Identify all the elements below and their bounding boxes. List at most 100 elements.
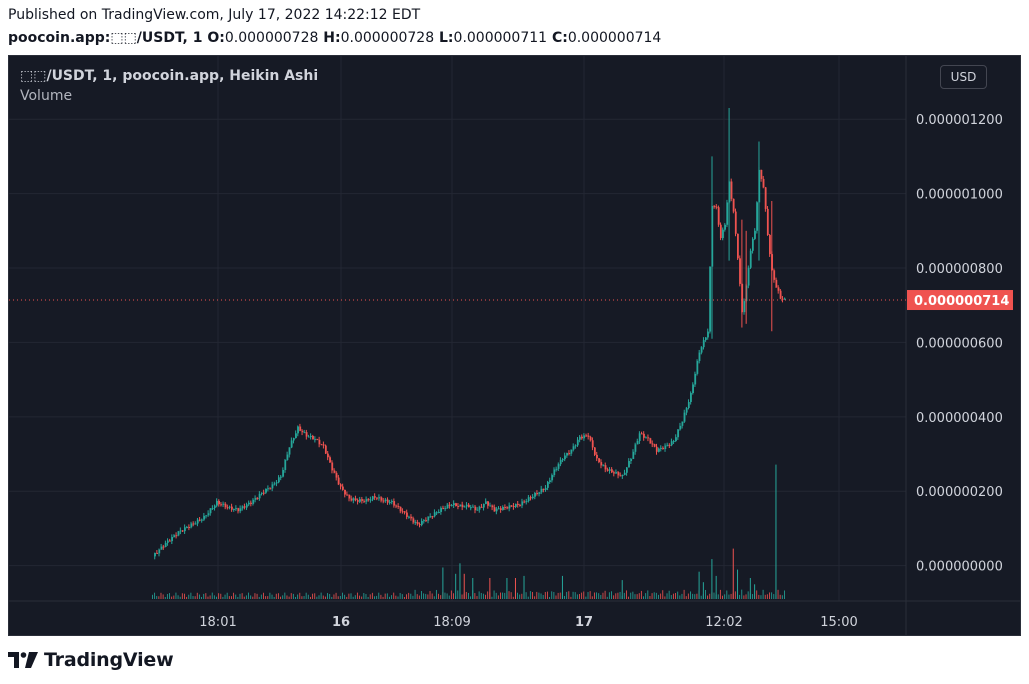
candle-body — [297, 426, 299, 434]
volume-bar — [382, 596, 384, 599]
candle-body — [630, 458, 633, 462]
candle-body — [504, 506, 507, 508]
volume-bar — [196, 592, 198, 599]
volume-bar — [717, 594, 719, 599]
candle-body — [397, 506, 400, 508]
volume-bar — [386, 593, 388, 599]
candle-body — [568, 453, 571, 455]
time-tick-label: 16 — [332, 615, 350, 630]
volume-bar — [660, 593, 662, 599]
candle-body — [194, 523, 197, 525]
candle-body — [769, 234, 771, 255]
volume-bar — [269, 592, 271, 599]
last-price-tag — [907, 290, 1013, 311]
volume-bar — [438, 593, 440, 599]
candle-body — [534, 493, 536, 497]
candle-body — [162, 546, 165, 548]
volume-spike — [561, 575, 563, 599]
candle-body — [190, 523, 193, 528]
volume-bar — [647, 590, 649, 599]
volume-spike — [442, 567, 444, 599]
chart-pane[interactable]: 0.000001200 0.000001000 0.000000800 0.00000… — [8, 55, 1021, 636]
volume-bar — [764, 594, 766, 599]
tradingview-logo[interactable]: TradingView — [8, 649, 174, 671]
volume-bar — [194, 596, 196, 599]
volume-bar — [335, 592, 337, 599]
volume-bar — [314, 593, 316, 599]
volume-bar — [508, 591, 510, 599]
candle-body — [591, 440, 594, 448]
price-chart[interactable]: 0.000001200 0.000001000 0.000000800 0.00000… — [9, 56, 1021, 636]
volume-bar — [418, 595, 420, 599]
volume-spike — [523, 575, 525, 599]
volume-bar — [327, 593, 328, 599]
volume-bar — [384, 593, 386, 599]
candle-body — [303, 432, 306, 434]
volume-bar — [416, 594, 418, 599]
volume-bar — [724, 594, 726, 599]
volume-bar — [722, 595, 723, 599]
candle-body — [380, 497, 383, 501]
candle-body — [305, 432, 308, 437]
candle-body — [514, 503, 517, 507]
candle-body — [677, 429, 680, 438]
volume-bar — [239, 593, 241, 599]
volume-bar — [324, 596, 326, 599]
volume-bar — [542, 594, 544, 599]
candle-body — [371, 496, 374, 500]
candle-body — [346, 494, 349, 496]
candle-body — [602, 465, 605, 467]
volume-bar — [470, 596, 472, 599]
candle-body — [480, 506, 483, 508]
volume-bar — [352, 596, 354, 599]
volume-bar — [427, 594, 429, 599]
volume-bar — [320, 592, 322, 599]
candle-body — [619, 475, 622, 477]
volume-bar — [628, 596, 630, 599]
volume-bar — [593, 592, 595, 599]
volume-bar — [493, 590, 495, 599]
volume-bar — [356, 592, 358, 599]
candle-body — [320, 444, 323, 446]
volume-bar — [361, 596, 363, 599]
candle-body — [525, 501, 528, 503]
price-tick-label: 0.000001000 — [916, 188, 1003, 203]
candle-body — [527, 497, 530, 502]
volume-bar — [169, 593, 170, 599]
volume-bar — [653, 592, 655, 599]
candle-body — [184, 527, 186, 532]
volume-bar — [579, 593, 580, 599]
candle-body — [342, 486, 344, 490]
volume-bar — [374, 596, 375, 599]
candle-body — [613, 472, 615, 474]
volume-bar — [668, 590, 670, 599]
volume-bar — [367, 596, 369, 599]
candle-body — [679, 425, 682, 430]
candle-body — [762, 178, 765, 188]
candle-body — [438, 511, 440, 513]
candle-body — [386, 499, 389, 503]
volume-bar — [574, 592, 576, 599]
candle-body — [651, 443, 654, 445]
volume-bar — [275, 593, 277, 599]
volume-bar — [566, 591, 568, 599]
candle-body — [418, 524, 421, 526]
time-tick-label: 17 — [575, 615, 593, 630]
volume-bar — [237, 596, 239, 599]
time-tick-label: 15:00 — [820, 615, 857, 630]
volume-bar — [211, 592, 213, 599]
currency-button[interactable]: USD — [940, 65, 987, 89]
volume-bar — [587, 592, 589, 599]
candle-body — [461, 504, 464, 508]
candle-body — [559, 459, 562, 465]
volume-bar — [252, 596, 254, 599]
volume-bar — [551, 591, 553, 599]
volume-bar — [284, 592, 286, 599]
candle-body — [201, 519, 203, 521]
volume-bar — [596, 592, 598, 599]
volume-bar — [307, 594, 309, 599]
candle-body — [754, 230, 756, 239]
tradingview-logo-icon — [8, 652, 38, 668]
volume-bar — [611, 591, 612, 599]
volume-bar — [670, 595, 672, 599]
